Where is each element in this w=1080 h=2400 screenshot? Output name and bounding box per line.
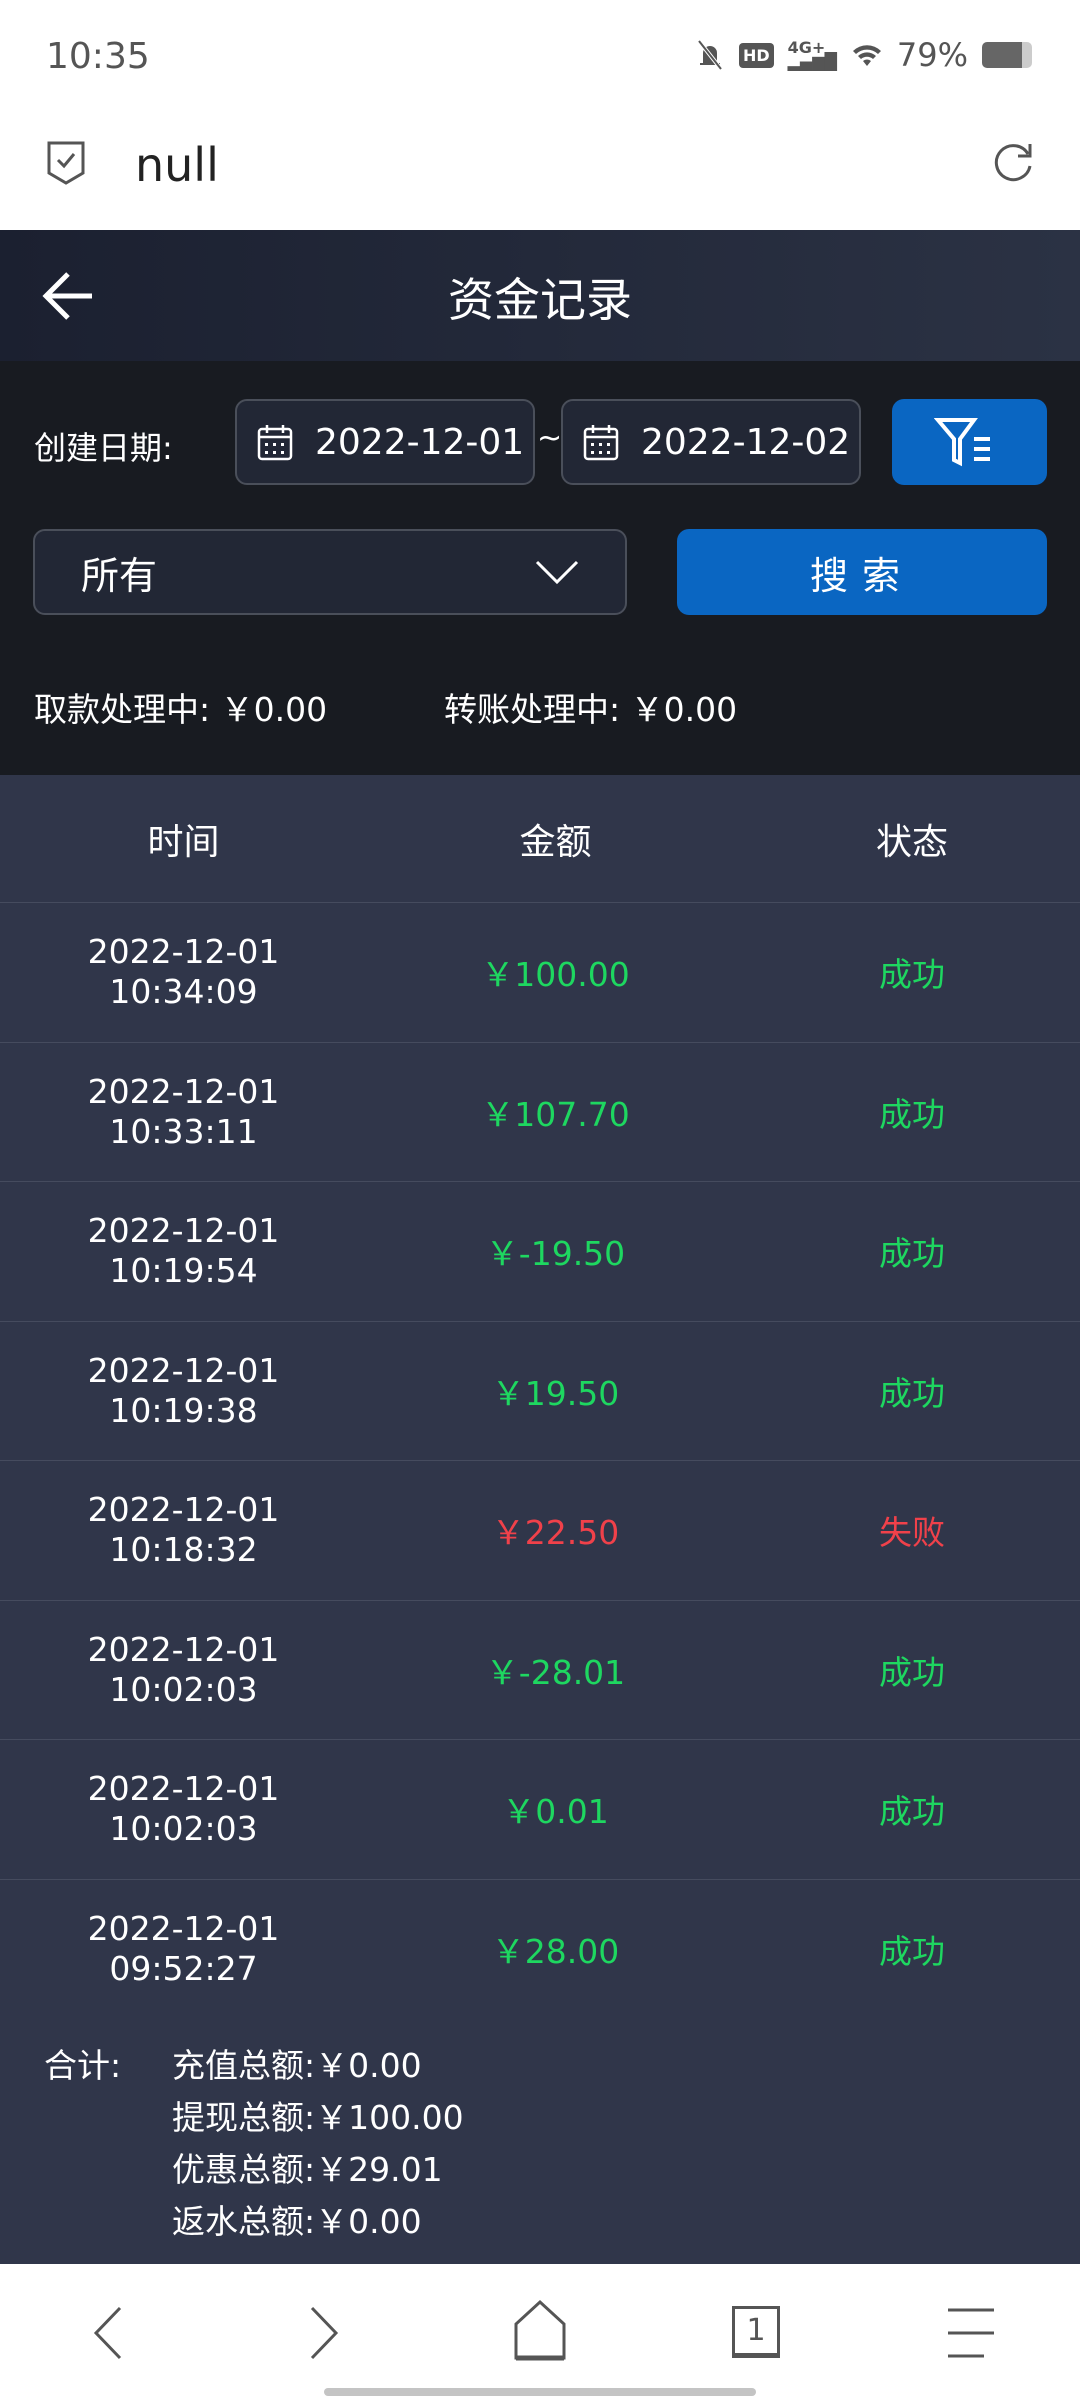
row-status: 成功	[879, 955, 945, 995]
home-icon[interactable]	[512, 2298, 568, 2368]
table-row: 2022-12-01 10:18:32 ￥22.50 失败	[0, 1461, 1080, 1601]
filter-button[interactable]	[892, 399, 1047, 485]
shield-check-icon	[47, 141, 85, 185]
bell-off-icon	[697, 39, 723, 71]
signal-icon: 4G+ ▂▄▆█	[787, 38, 837, 71]
row-time: 2022-12-01 10:18:32	[87, 1490, 280, 1570]
type-select[interactable]: 所有	[33, 529, 627, 615]
column-time: 时间	[147, 821, 220, 863]
battery-icon	[982, 42, 1032, 68]
row-status: 成功	[879, 1932, 945, 1972]
row-amount: ￥19.50	[491, 1373, 620, 1413]
start-date-input[interactable]: 2022-12-01	[235, 399, 535, 485]
reload-icon[interactable]	[992, 140, 1036, 184]
summary-bonus: 优惠总额:￥29.01	[172, 2150, 443, 2189]
row-amount: ￥-19.50	[485, 1234, 626, 1274]
row-amount: ￥107.70	[481, 1094, 630, 1134]
row-status: 成功	[879, 1234, 945, 1274]
hd-icon: HD	[738, 42, 774, 68]
row-time: 2022-12-01 10:19:38	[87, 1350, 280, 1430]
column-status: 状态	[875, 821, 948, 863]
table-row: 2022-12-01 10:02:03 ￥0.01 成功	[0, 1740, 1080, 1880]
row-amount: ￥0.01	[502, 1792, 609, 1832]
row-time: 2022-12-01 10:02:03	[87, 1629, 280, 1709]
table-row: 2022-12-01 09:52:27 ￥28.00 成功	[0, 1880, 1080, 2020]
calendar-icon	[257, 425, 293, 461]
date-label: 创建日期:	[34, 429, 173, 467]
page-title: 资金记录	[448, 273, 632, 327]
table-row: 2022-12-01 10:19:54 ￥-19.50 成功	[0, 1182, 1080, 1322]
back-arrow-icon[interactable]	[40, 268, 96, 324]
chevron-down-icon	[535, 560, 579, 585]
row-status: 失败	[879, 1513, 945, 1553]
table-header: 时间 金额 状态	[0, 775, 1080, 903]
records-table: 时间 金额 状态 2022-12-01 10:34:09 ￥100.00 成功 2022…	[0, 775, 1080, 2264]
row-time: 2022-12-01 10:19:54	[87, 1211, 280, 1291]
row-time: 2022-12-01 09:52:27	[87, 1909, 280, 1989]
row-amount: ￥22.50	[491, 1513, 620, 1553]
row-amount: ￥100.00	[481, 955, 630, 995]
pending-withdraw: 取款处理中: ￥0.00	[34, 690, 328, 729]
row-time: 2022-12-01 10:33:11	[87, 1071, 280, 1151]
summary-deposit: 充值总额:￥0.00	[172, 2046, 422, 2085]
row-status: 成功	[879, 1792, 945, 1832]
row-status: 成功	[879, 1373, 945, 1413]
battery-percent: 79%	[896, 36, 968, 74]
pending-transfer: 转账处理中: ￥0.00	[444, 690, 738, 729]
forward-icon[interactable]	[302, 2298, 342, 2368]
status-bar: 10:35 HD 4G+ ▂▄▆█ 79%	[0, 0, 1080, 110]
row-status: 成功	[879, 1652, 945, 1692]
end-date-input[interactable]: 2022-12-02	[561, 399, 861, 485]
menu-icon[interactable]	[946, 2298, 996, 2368]
row-status: 成功	[879, 1094, 945, 1134]
summary-label: 合计:	[44, 2046, 122, 2085]
table-row: 2022-12-01 10:19:38 ￥19.50 成功	[0, 1322, 1080, 1461]
app-header: 资金记录	[0, 230, 1080, 361]
filter-icon	[933, 418, 990, 467]
page-url-title[interactable]: null	[135, 138, 219, 192]
summary-withdraw: 提现总额:￥100.00	[172, 2098, 464, 2137]
filter-panel: 创建日期: 2022-12-01 ~ 2022-12-02 所有 搜索 取款处理…	[0, 361, 1080, 775]
table-row: 2022-12-01 10:33:11 ￥107.70 成功	[0, 1043, 1080, 1182]
table-row: 2022-12-01 10:34:09 ￥100.00 成功	[0, 903, 1080, 1043]
row-amount: ￥28.00	[491, 1932, 620, 1972]
browser-nav: 1	[0, 2264, 1080, 2400]
home-indicator[interactable]	[324, 2388, 756, 2396]
browser-bar: null	[0, 110, 1080, 230]
row-time: 2022-12-01 10:34:09	[87, 932, 280, 1012]
back-icon[interactable]	[90, 2298, 130, 2368]
summary-rebate: 返水总额:￥0.00	[172, 2202, 422, 2241]
wifi-icon	[852, 45, 881, 66]
date-separator: ~	[537, 421, 563, 456]
table-row: 2022-12-01 10:02:03 ￥-28.01 成功	[0, 1601, 1080, 1740]
tabs-button[interactable]: 1	[732, 2306, 780, 2358]
row-time: 2022-12-01 10:02:03	[87, 1769, 280, 1849]
search-button[interactable]: 搜索	[677, 529, 1047, 615]
calendar-icon	[583, 425, 619, 461]
column-amount: 金额	[519, 821, 592, 863]
clock: 10:35	[46, 36, 150, 77]
row-amount: ￥-28.01	[485, 1652, 626, 1692]
